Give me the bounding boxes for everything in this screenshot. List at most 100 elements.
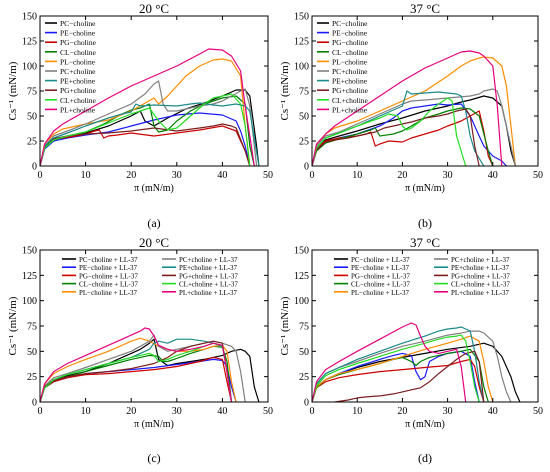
series-line-pc-plus [40,334,246,402]
chart-panel-c: 20 °C 0 10 20 30 40 50 0 25 50 75 100 125 150 π (mN/m)… [7,235,273,465]
legend-entry: PC+choline + LL-37 [451,256,510,264]
series-line-cl-minus [312,107,494,166]
y-tick-label: 100 [294,296,309,307]
x-axis-label: π (mN/m) [405,183,445,194]
legend-entry: PG+choline [60,86,97,95]
legend-entry: PL+choline [332,105,368,114]
x-tick-label: 30 [172,406,182,417]
y-tick-label: 75 [299,322,309,333]
legend-entry: PE−choline [332,29,368,38]
series-line-pg-minus [40,356,233,402]
legend-entry: PL+choline + LL-37 [451,289,510,297]
legend-entry: CL−choline + LL-37 [351,281,410,289]
x-tick-label: 20 [126,406,136,417]
x-tick-label: 50 [263,170,273,181]
legend-entry: PE+choline + LL-37 [451,264,510,272]
legend-entry: PL−choline + LL-37 [79,289,138,297]
legend-entry: PG−choline [332,38,369,47]
series-line-pe-minus [40,112,251,166]
legend-entry: CL−choline [332,48,369,57]
series-line-pe-plus [40,102,260,166]
legend: PC−cholinePE−cholinePG−cholineCL−choline… [45,19,97,114]
series-line-pl-minus [40,58,251,166]
legend-entry: PC+choline [332,67,368,76]
legend-entry: CL+choline + LL-37 [179,281,238,289]
y-tick-label: 25 [299,137,309,148]
legend-entry: CL−choline + LL-37 [79,281,138,289]
series-line-cl-plus [312,334,480,402]
legend-entry: PL−choline + LL-37 [351,289,410,297]
x-tick-label: 30 [443,170,453,181]
y-tick-label: 25 [299,372,309,383]
y-tick-label: 150 [22,246,37,257]
x-tick-label: 0 [38,406,43,417]
panel-label: (b) [418,216,432,230]
series-line-pg-minus [40,125,251,166]
x-tick-label: 20 [126,170,136,181]
panel-label: (d) [418,451,432,465]
x-tick-label: 10 [81,406,91,417]
series-line-cl-plus [40,93,251,166]
chart-panel-b: 37 °C 0 10 20 30 40 50 0 25 50 75 100 125 150 π (mN/m)… [279,1,543,230]
legend-entry: PG+choline [332,86,369,95]
legend-entry: PL+choline + LL-37 [179,289,238,297]
legend-entry: PC+choline [60,67,96,76]
y-tick-label: 125 [294,271,309,282]
x-tick-label: 10 [81,170,91,181]
chart-panel-d: 37 °C 0 10 20 30 40 50 0 25 50 75 100 125 150 π (mN/m)… [279,235,543,465]
legend-entry: PG+choline + LL-37 [451,272,510,280]
series-line-pl-plus [40,48,255,166]
x-tick-label: 0 [310,406,315,417]
legend-entry: PE+choline [332,77,368,86]
series-line-pl-plus [312,322,467,402]
x-tick-label: 20 [397,170,407,181]
x-tick-label: 20 [397,406,407,417]
y-tick-label: 150 [294,12,309,23]
series-line-pg-plus [312,108,480,166]
series-line-pg-minus [312,358,485,402]
x-tick-label: 40 [217,406,227,417]
series-line-pl-minus [312,56,516,166]
x-tick-label: 50 [263,406,273,417]
y-tick-label: 0 [32,162,37,173]
y-tick-label: 125 [22,37,37,48]
y-axis-label: Cs⁻¹ (mN/m) [7,296,19,355]
y-tick-label: 25 [27,137,37,148]
y-tick-label: 50 [27,112,37,123]
series-line-pl-plus [40,327,233,402]
legend-entry: PE−choline [60,29,96,38]
y-tick-label: 150 [22,12,37,23]
legend-entry: PL−choline [60,57,96,66]
y-tick-label: 125 [294,37,309,48]
legend-entry: PC−choline + LL-37 [351,256,410,264]
y-axis-label: Cs⁻¹ (mN/m) [279,296,291,355]
panel-label: (a) [147,216,160,230]
legend-entry: PL+choline [60,105,96,114]
legend-entry: PG−choline + LL-37 [79,272,138,280]
chart-title: 20 °C [139,235,169,250]
y-axis-label: Cs⁻¹ (mN/m) [279,61,291,120]
chart-title: 20 °C [139,1,169,16]
x-tick-label: 40 [488,170,498,181]
x-tick-label: 0 [38,170,43,181]
y-tick-label: 150 [294,246,309,257]
x-tick-label: 50 [533,406,543,417]
series-line-pl-plus [312,50,503,166]
x-axis-label: π (mN/m) [405,419,445,430]
legend-entry: PC+choline + LL-37 [179,256,238,264]
y-tick-label: 0 [304,162,309,173]
x-tick-label: 10 [352,406,362,417]
series-line-pe-plus [312,326,485,402]
legend-entry: PL−choline [332,57,368,66]
x-axis-label: π (mN/m) [134,419,174,430]
y-tick-label: 75 [27,322,37,333]
series-line-cl-plus [312,97,467,166]
y-tick-label: 75 [27,87,37,98]
y-tick-label: 0 [304,398,309,409]
legend-entry: PE+choline [60,77,96,86]
x-tick-label: 50 [533,170,543,181]
x-tick-label: 40 [217,170,227,181]
chart-panel-a: 20 °C 0 10 20 30 40 50 0 25 50 75 100 125 150 π (mN/m)… [7,1,273,230]
x-tick-label: 10 [352,170,362,181]
